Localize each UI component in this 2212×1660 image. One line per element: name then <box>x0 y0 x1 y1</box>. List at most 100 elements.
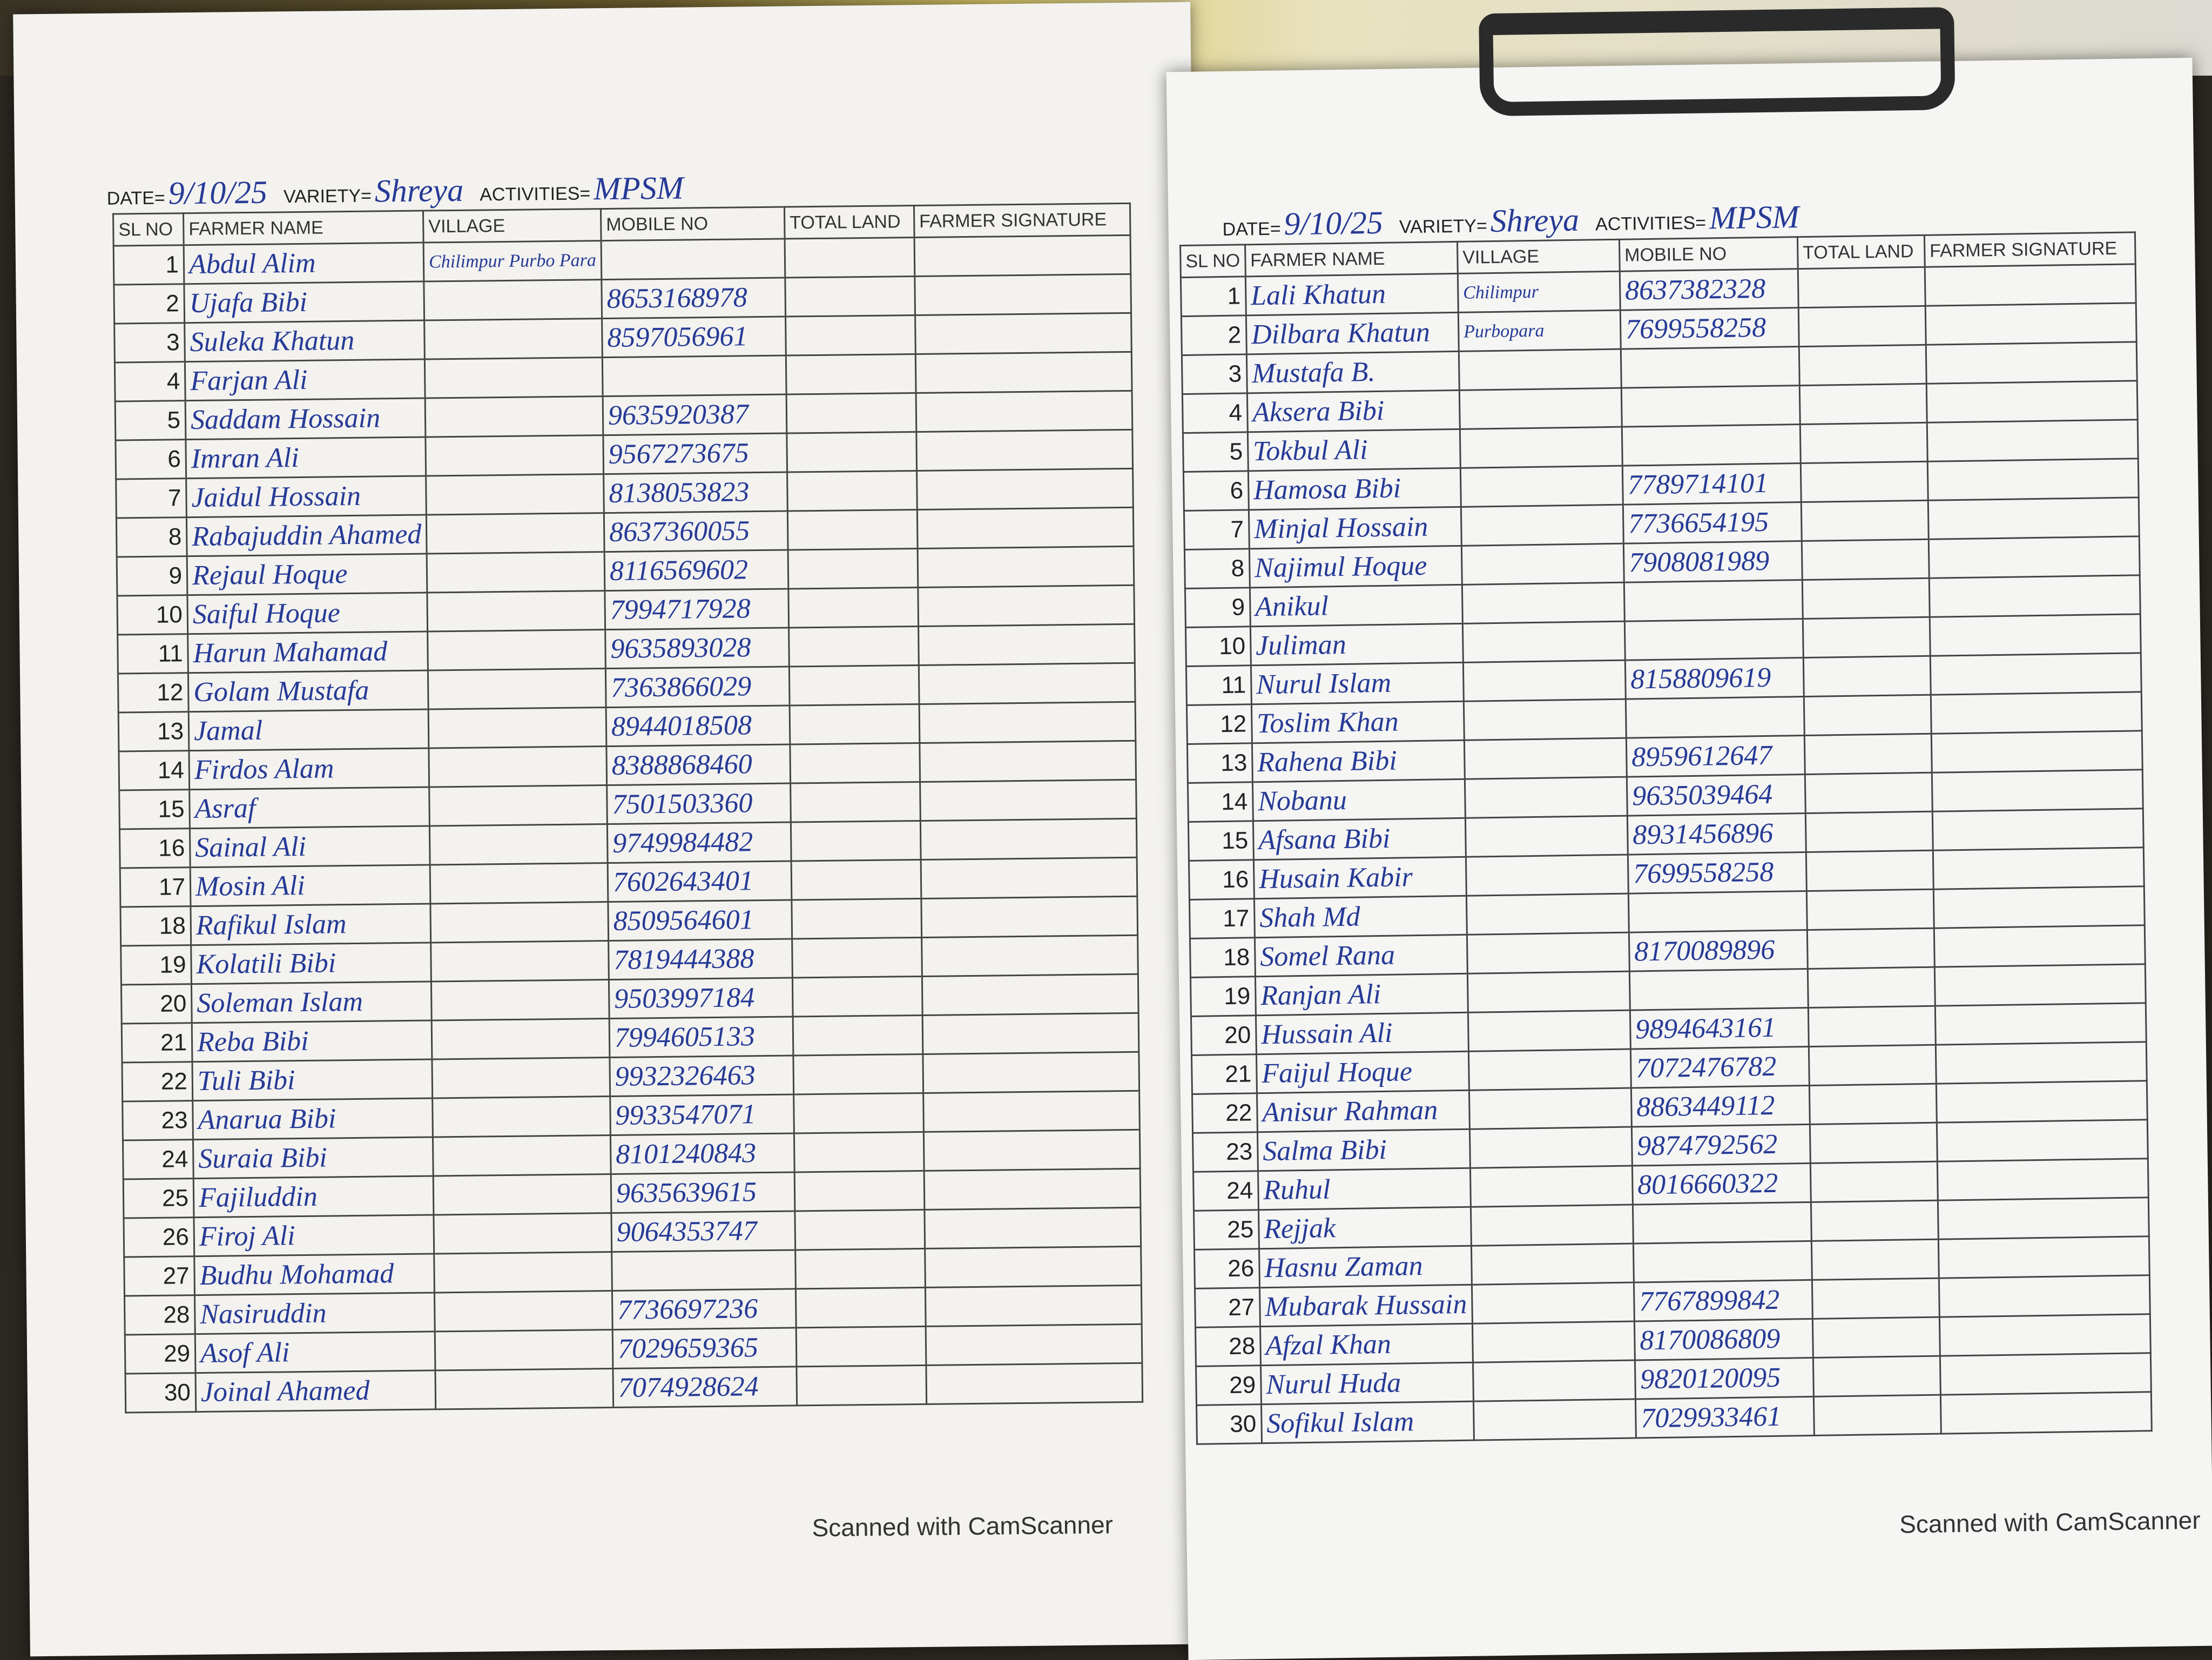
cell-signature <box>922 1052 1139 1093</box>
cell-sl: 18 <box>1190 937 1256 978</box>
cell-name: Juliman <box>1250 623 1464 666</box>
cell-sl: 3 <box>114 322 185 363</box>
cell-land <box>786 393 916 434</box>
cell-mobile: 7029659365 <box>612 1327 797 1369</box>
cell-sl: 30 <box>125 1373 196 1413</box>
cell-land <box>1808 967 1936 1008</box>
cell-mobile <box>1621 346 1800 388</box>
cell-mobile: 8158809619 <box>1625 657 1804 700</box>
cell-name: Afzal Khan <box>1260 1323 1473 1366</box>
cell-land <box>787 509 918 550</box>
cell-name: Farjan Ali <box>185 359 426 401</box>
cell-mobile: 8016660322 <box>1632 1163 1811 1205</box>
column-header: FARMER NAME <box>183 211 424 245</box>
cell-mobile <box>601 239 785 280</box>
cell-mobile: 8170089896 <box>1629 930 1808 972</box>
cell-name: Mosin Ali <box>190 864 431 906</box>
cell-village <box>424 318 603 360</box>
cell-sl: 18 <box>120 906 191 946</box>
cell-village <box>435 1368 613 1409</box>
cell-land <box>1809 1084 1937 1125</box>
cell-name: Rahena Bibi <box>1252 740 1465 782</box>
cell-land <box>1810 1161 1938 1202</box>
cell-village <box>434 1213 612 1254</box>
cell-sl: 24 <box>1193 1171 1259 1211</box>
cell-signature <box>1926 341 2137 384</box>
cell-land <box>1801 500 1929 541</box>
cell-sl: 27 <box>124 1256 195 1296</box>
cell-village <box>429 824 608 865</box>
cell-village <box>433 1174 611 1215</box>
cell-village <box>1463 660 1626 702</box>
cell-signature <box>924 1168 1141 1210</box>
cell-signature <box>922 974 1139 1016</box>
cell-village <box>427 629 606 671</box>
cell-sl: 5 <box>1183 432 1249 472</box>
cell-sl: 2 <box>113 284 185 324</box>
cell-signature <box>1925 264 2136 306</box>
cell-sl: 19 <box>1190 976 1256 1017</box>
cell-mobile: 7363866029 <box>605 667 790 708</box>
cell-village <box>1460 466 1623 507</box>
cell-land <box>796 1326 926 1367</box>
farmer-table: SL NO FARMER NAME VILLAGE MOBILE NO TOTAL LA… <box>112 203 1143 1414</box>
cell-village <box>432 1057 610 1098</box>
cell-name: Sofikul Islam <box>1261 1401 1474 1443</box>
cell-signature <box>914 274 1131 315</box>
cell-signature <box>924 1207 1141 1249</box>
cell-land <box>792 937 922 978</box>
cell-land <box>793 1093 924 1133</box>
cell-sl: 10 <box>117 595 188 635</box>
cell-village <box>428 707 606 749</box>
cell-sl: 6 <box>1183 471 1249 511</box>
cell-mobile: 8944018508 <box>606 705 790 747</box>
cell-land <box>785 315 916 356</box>
cell-sl: 15 <box>119 789 190 830</box>
cell-signature <box>918 546 1134 588</box>
cell-sl: 20 <box>121 984 192 1024</box>
cell-land <box>1804 695 1932 736</box>
cell-sl: 14 <box>1188 782 1253 822</box>
cell-sl: 23 <box>1192 1132 1258 1172</box>
cell-village <box>431 1018 610 1059</box>
cell-land <box>1812 1278 1940 1319</box>
column-header: FARMER SIGNATURE <box>914 203 1130 238</box>
cell-mobile <box>1626 696 1805 738</box>
cell-land <box>1798 306 1926 347</box>
column-header: TOTAL LAND <box>1797 235 1925 269</box>
cell-village <box>1469 1088 1632 1130</box>
cell-village <box>1464 699 1627 741</box>
cell-sl: 4 <box>1182 393 1248 433</box>
cell-signature <box>1928 497 2140 540</box>
cell-signature <box>1940 1353 2152 1395</box>
cell-mobile: 9635893028 <box>605 628 790 669</box>
cell-mobile: 9820120095 <box>1635 1357 1814 1400</box>
cell-sl: 19 <box>120 945 192 985</box>
sheet: DATE=9/10/25 VARIETY=Shreya ACTIVITIES=MPS… <box>13 2 1208 1657</box>
cell-land <box>792 976 923 1017</box>
column-header: FARMER NAME <box>1245 241 1458 277</box>
cell-village <box>426 435 604 476</box>
cell-land <box>794 1132 925 1172</box>
cell-land <box>1799 384 1927 425</box>
cell-name: Suraia Bibi <box>193 1137 434 1179</box>
scan-footer: Scanned with CamScanner <box>1899 1506 2201 1538</box>
cell-name: Hamosa Bibi <box>1248 468 1461 510</box>
cell-mobile: 7699558258 <box>1628 852 1807 894</box>
cell-name: Nurul Huda <box>1260 1362 1474 1404</box>
cell-signature <box>1928 536 2140 579</box>
cell-land <box>1813 1395 1941 1436</box>
cell-name: Ranjan Ali <box>1255 973 1468 1016</box>
cell-village <box>425 396 603 438</box>
cell-land <box>786 354 916 395</box>
cell-signature <box>917 507 1134 549</box>
cell-land <box>1803 617 1931 658</box>
cell-signature <box>915 313 1132 354</box>
cell-sl: 29 <box>125 1334 195 1374</box>
cell-name: Rafikul Islam <box>190 903 431 945</box>
scan-footer: Scanned with CamScanner <box>812 1510 1114 1542</box>
cell-signature <box>1930 653 2142 695</box>
cell-village <box>427 590 605 632</box>
cell-name: Rejaul Hoque <box>187 554 428 595</box>
field-value: MPSM <box>1709 199 1800 236</box>
